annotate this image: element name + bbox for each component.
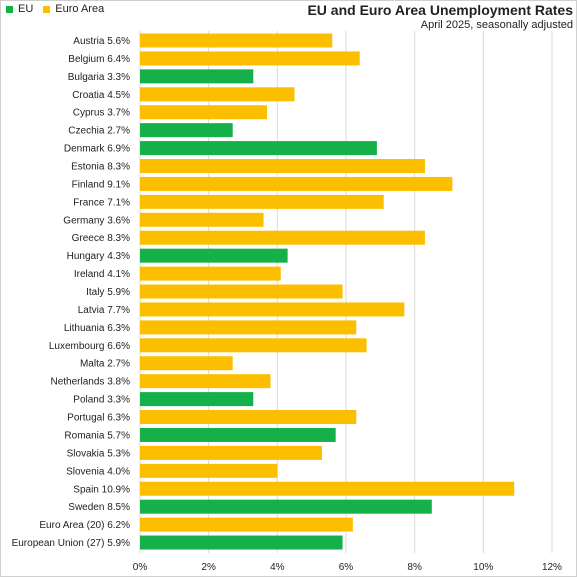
bar-8 (140, 176, 453, 191)
category-label-25: Spain 10.9% (73, 484, 130, 495)
category-label-14: Italy 5.9% (86, 287, 130, 298)
category-label-12: Hungary 4.3% (67, 251, 130, 262)
x-tick-label-4: 8% (407, 562, 422, 573)
bar-23 (140, 445, 322, 460)
bar-26 (140, 499, 432, 514)
legend-swatch-euro-area (43, 5, 51, 13)
bar-28 (140, 535, 343, 550)
category-label-20: Poland 3.3% (73, 395, 130, 406)
category-label-2: Bulgaria 3.3% (68, 72, 130, 83)
category-label-18: Malta 2.7% (80, 359, 130, 370)
bar-5 (140, 123, 233, 138)
bar-22 (140, 427, 336, 442)
category-label-26: Sweden 8.5% (68, 502, 130, 513)
category-label-13: Ireland 4.1% (74, 269, 130, 280)
bar-6 (140, 141, 377, 156)
bar-3 (140, 87, 295, 102)
bar-16 (140, 320, 357, 335)
category-label-19: Netherlands 3.8% (51, 377, 131, 388)
x-tick-label-6: 12% (542, 562, 562, 573)
bar-24 (140, 463, 278, 478)
chart-subtitle: April 2025, seasonally adjusted (420, 19, 573, 31)
category-label-17: Luxembourg 6.6% (49, 341, 130, 352)
bar-13 (140, 266, 281, 281)
category-label-5: Czechia 2.7% (68, 126, 130, 137)
bar-19 (140, 374, 271, 389)
bar-12 (140, 248, 288, 263)
bar-7 (140, 159, 425, 174)
bar-10 (140, 212, 264, 227)
category-label-1: Belgium 6.4% (68, 54, 130, 65)
legend-label-euro-area: Euro Area (55, 3, 105, 15)
category-label-9: France 7.1% (73, 197, 130, 208)
bar-15 (140, 302, 405, 317)
bar-2 (140, 69, 254, 84)
bar-0 (140, 33, 333, 48)
bar-11 (140, 230, 425, 245)
x-tick-label-2: 4% (270, 562, 285, 573)
bar-1 (140, 51, 360, 66)
legend-label-eu: EU (18, 3, 34, 15)
bar-25 (140, 481, 515, 496)
x-tick-label-5: 10% (473, 562, 493, 573)
category-label-0: Austria 5.6% (73, 36, 130, 47)
bar-20 (140, 392, 254, 407)
category-label-27: Euro Area (20) 6.2% (39, 520, 130, 531)
legend: EU Euro Area (6, 3, 114, 15)
category-label-28: European Union (27) 5.9% (12, 538, 131, 549)
category-label-21: Portugal 6.3% (67, 413, 130, 424)
bar-14 (140, 284, 343, 299)
category-label-8: Finland 9.1% (72, 179, 130, 190)
category-label-11: Greece 8.3% (72, 233, 130, 244)
x-tick-label-0: 0% (133, 562, 148, 573)
x-tick-label-1: 2% (201, 562, 216, 573)
category-label-15: Latvia 7.7% (78, 305, 130, 316)
category-label-22: Romania 5.7% (64, 430, 130, 441)
bar-17 (140, 338, 367, 353)
category-label-3: Croatia 4.5% (72, 90, 130, 101)
legend-entry-eu: EU (6, 3, 33, 15)
category-label-23: Slovakia 5.3% (67, 448, 130, 459)
x-tick-label-3: 6% (339, 562, 354, 573)
category-label-4: Cyprus 3.7% (73, 108, 130, 119)
category-label-6: Denmark 6.9% (64, 144, 130, 155)
bar-4 (140, 105, 268, 120)
legend-entry-euro-area: Euro Area (43, 3, 104, 15)
bar-27 (140, 517, 353, 532)
legend-swatch-eu (6, 5, 13, 13)
bar-21 (140, 410, 357, 425)
bar-18 (140, 356, 233, 371)
category-label-16: Lithuania 6.3% (64, 323, 130, 334)
chart-title: EU and Euro Area Unemployment Rates (307, 2, 573, 18)
category-label-7: Estonia 8.3% (71, 162, 130, 173)
category-label-24: Slovenia 4.0% (66, 466, 130, 477)
category-label-10: Germany 3.6% (63, 215, 130, 226)
bar-9 (140, 194, 384, 209)
